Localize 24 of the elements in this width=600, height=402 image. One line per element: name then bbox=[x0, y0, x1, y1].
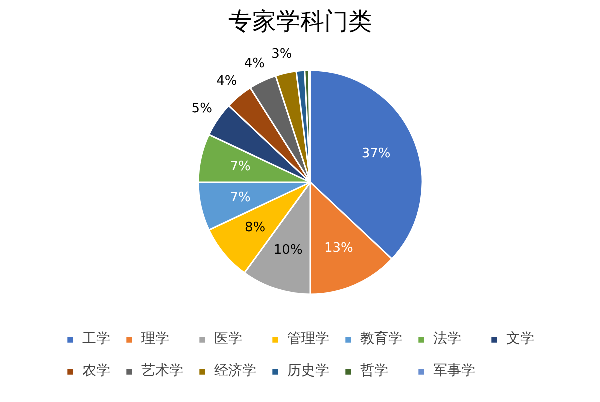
data-label: 37% bbox=[362, 146, 391, 162]
data-label: 5% bbox=[192, 101, 212, 116]
legend-label: 经济学 bbox=[214, 362, 256, 380]
data-label: 3% bbox=[272, 47, 292, 62]
legend-label: 哲学 bbox=[360, 362, 388, 380]
data-label: 7% bbox=[230, 190, 251, 206]
legend-label: 艺术学 bbox=[142, 362, 184, 380]
legend-label: 医学 bbox=[214, 330, 242, 348]
data-label: 4% bbox=[216, 74, 238, 90]
legend-label: 教育学 bbox=[360, 330, 402, 348]
data-label: 8% bbox=[244, 220, 266, 236]
legend-label: 管理学 bbox=[288, 330, 330, 348]
legend-label: 历史学 bbox=[288, 362, 330, 380]
legend-label: 工学 bbox=[82, 330, 110, 348]
chart-title: 专家学科门类 bbox=[228, 8, 372, 36]
legend-label: 军事学 bbox=[434, 362, 476, 380]
legend-label: 理学 bbox=[142, 330, 170, 348]
data-label: 7% bbox=[230, 159, 251, 174]
legend-label: 农学 bbox=[82, 362, 110, 380]
legend-label: 文学 bbox=[506, 330, 534, 348]
data-label: 10% bbox=[274, 243, 303, 258]
data-label: 4% bbox=[244, 56, 266, 72]
legend-label: 法学 bbox=[434, 330, 462, 348]
data-label: 13% bbox=[324, 240, 354, 256]
